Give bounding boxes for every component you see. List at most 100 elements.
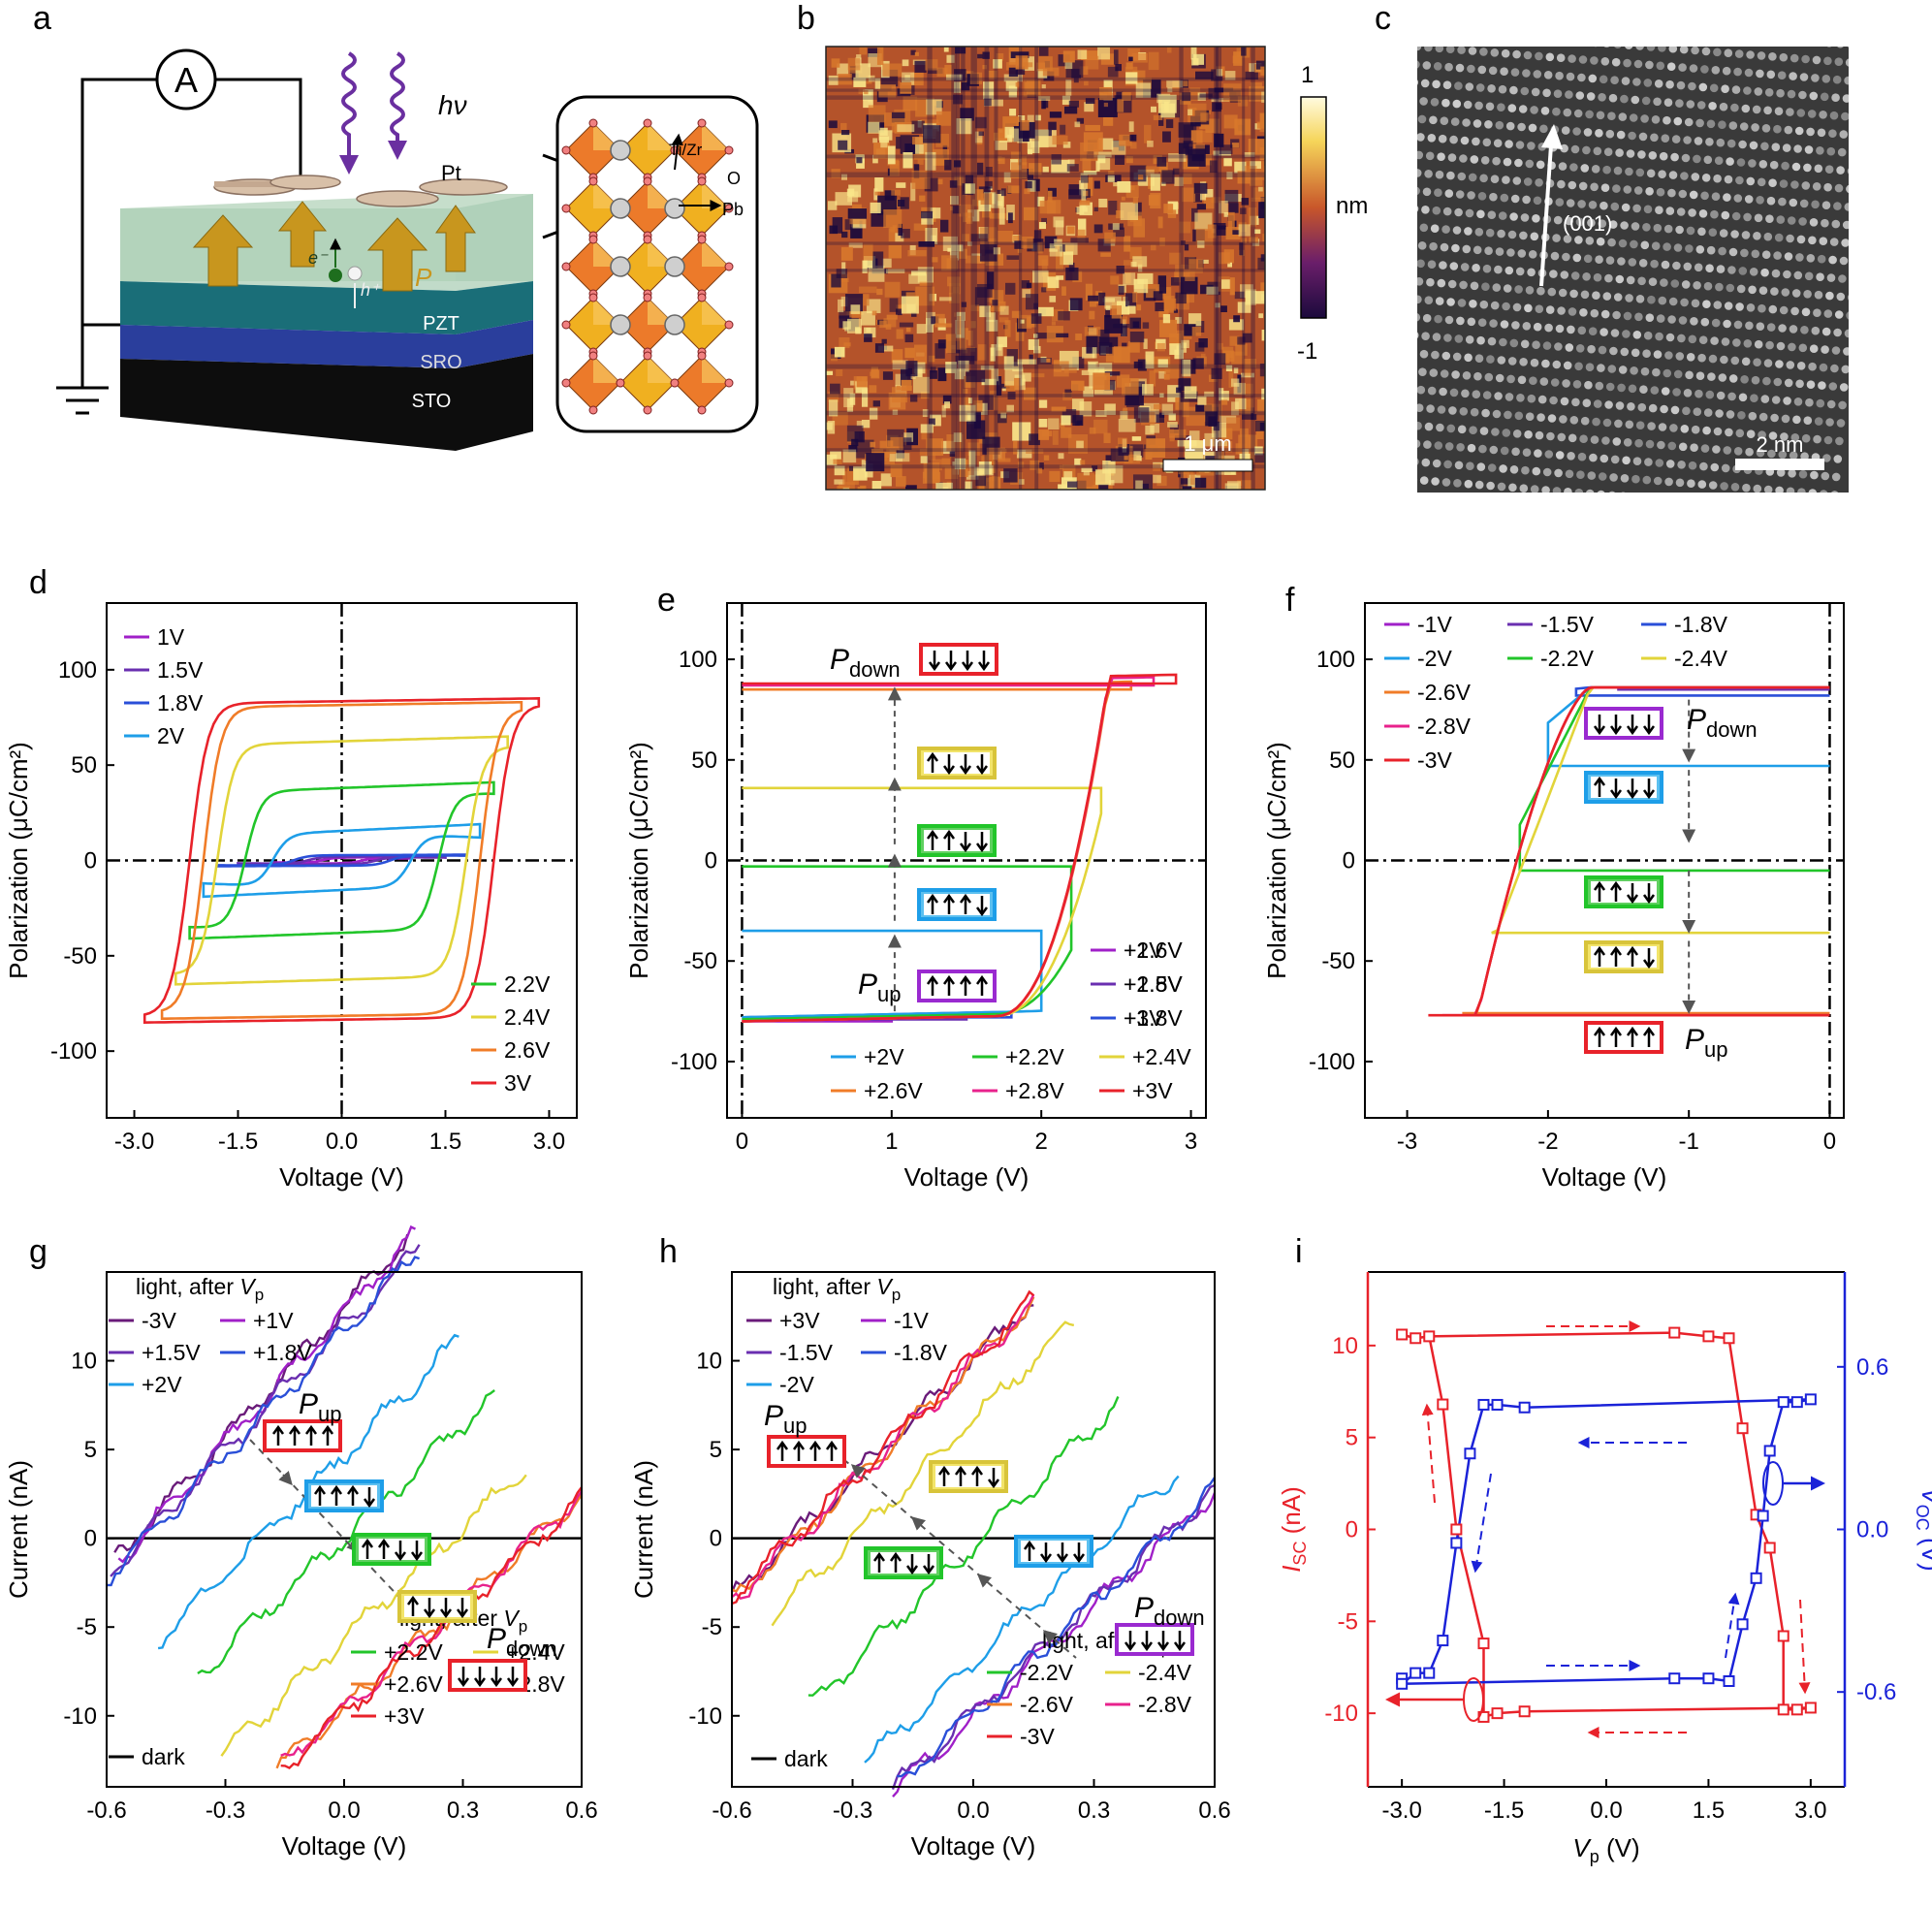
afm-grain	[1098, 198, 1108, 207]
afm-grain	[1095, 469, 1112, 486]
afm-grain	[1241, 238, 1248, 243]
afm-grain	[1115, 64, 1122, 72]
atom-column	[1833, 202, 1842, 210]
afm-grain	[1093, 151, 1112, 158]
atom-column	[1756, 322, 1765, 332]
atom-column	[1566, 199, 1575, 207]
afm-grain	[919, 280, 933, 286]
afm-grain	[876, 47, 884, 65]
afm-grain	[1150, 193, 1161, 209]
atom-column	[1564, 488, 1572, 493]
afm-grain	[1220, 305, 1227, 313]
legend-label: +2.8V	[1124, 971, 1183, 997]
atom-column	[1726, 537, 1735, 546]
afm-grain	[1041, 98, 1046, 110]
afm-grain	[913, 153, 931, 160]
up-arrow-icon	[959, 974, 972, 996]
atom-column	[1723, 193, 1731, 202]
afm-grain	[891, 111, 905, 123]
oxygen-atom	[724, 378, 734, 388]
atom-column	[1652, 494, 1661, 503]
afm-grain	[862, 294, 870, 306]
atom-column	[1806, 127, 1815, 137]
afm-grain	[1162, 314, 1171, 324]
octahedron-face	[648, 356, 675, 383]
atom-column	[1452, 226, 1462, 235]
down-arrow-icon	[506, 1667, 520, 1688]
atom-column	[1557, 306, 1566, 315]
atom-column	[1656, 61, 1665, 71]
afm-grain	[1052, 135, 1068, 145]
afm-grain	[1229, 335, 1240, 346]
atom-column	[1795, 253, 1804, 262]
afm-grain	[1235, 343, 1248, 356]
atom-column	[1612, 310, 1621, 320]
state-symbol: P	[1685, 1024, 1704, 1056]
domain-stripe	[826, 77, 1265, 81]
atom-column	[1443, 460, 1452, 469]
atom-column	[1830, 364, 1839, 373]
afm-grain	[950, 196, 959, 205]
domain-state-inner	[1591, 1027, 1657, 1048]
afm-grain	[842, 321, 851, 330]
afm-grain	[1068, 189, 1088, 200]
oxygen-atom	[561, 320, 571, 330]
atom-column	[1510, 68, 1520, 77]
atom-column	[1442, 80, 1452, 89]
atom-column	[1652, 367, 1661, 377]
atom-column	[1467, 443, 1476, 453]
polarization-state-label: Pdown	[1134, 1592, 1205, 1630]
atom-column	[1476, 462, 1486, 471]
atom-column	[1631, 474, 1640, 484]
up-arrow-icon	[321, 1424, 334, 1446]
atom-column	[1791, 289, 1801, 298]
afm-grain	[1135, 480, 1143, 490]
atom-column	[1469, 426, 1477, 435]
atom-column	[1491, 428, 1500, 436]
y-tick-label: 0	[705, 848, 717, 874]
up-arrow-icon	[1593, 945, 1606, 967]
oxygen-atom	[643, 176, 652, 186]
legend-title-var: V	[876, 1274, 894, 1299]
atom-column	[1602, 418, 1612, 428]
atom-column	[1760, 395, 1770, 403]
afm-grain	[842, 449, 857, 463]
afm-grain	[1080, 142, 1099, 162]
domain-stripe	[826, 95, 1265, 100]
atom-column	[1616, 130, 1626, 140]
afm-grain	[1154, 403, 1161, 410]
atom-column	[1562, 379, 1570, 388]
afm-grain	[1237, 336, 1246, 345]
legend-label: -1.5V	[779, 1340, 834, 1365]
afm-grain	[880, 141, 888, 148]
atom-column	[1651, 115, 1661, 124]
atom-column	[1842, 220, 1849, 230]
afm-grain	[1003, 356, 1014, 370]
atom-column	[1373, 382, 1381, 391]
atom-column	[1665, 207, 1675, 215]
afm-grain	[1226, 172, 1233, 179]
atom-column	[1549, 270, 1558, 278]
atom-column	[1631, 348, 1640, 358]
atom-column	[1536, 34, 1545, 43]
atom-column	[1542, 341, 1552, 350]
afm-grain	[986, 319, 998, 332]
atom-column	[1793, 398, 1803, 406]
afm-grain	[839, 482, 855, 490]
atom-column	[1463, 497, 1472, 506]
atom-column	[1382, 527, 1391, 536]
atom-column	[1447, 153, 1457, 162]
atom-column	[1753, 232, 1761, 240]
afm-grain	[1242, 448, 1250, 456]
atom-column	[1522, 195, 1531, 205]
atom-column	[1845, 58, 1849, 67]
atom-column	[1737, 537, 1746, 546]
atom-column	[1503, 284, 1512, 293]
afm-grain	[1121, 196, 1125, 201]
atom-column	[1390, 185, 1399, 194]
atom-column	[1858, 168, 1867, 176]
atom-column	[1663, 224, 1673, 234]
atom-column	[1776, 468, 1786, 477]
afm-grain	[1228, 203, 1239, 213]
afm-grain	[1188, 103, 1207, 123]
